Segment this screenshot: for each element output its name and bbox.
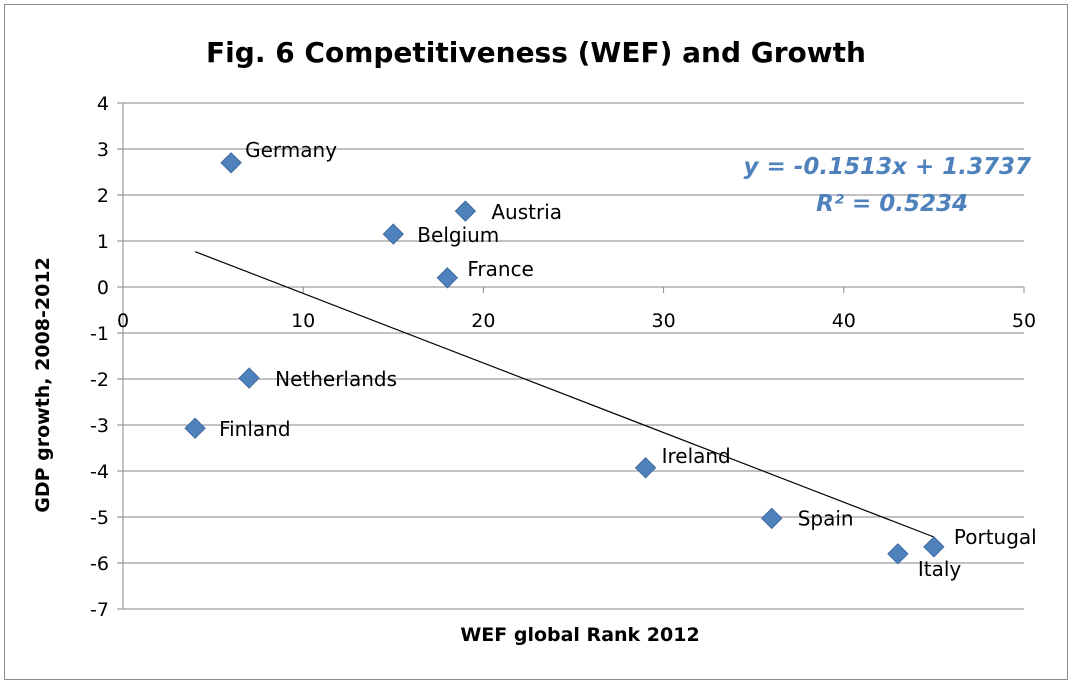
- gridlines: [117, 102, 1025, 610]
- point-label-spain: Spain: [798, 506, 854, 530]
- point-label-portugal: Portugal: [954, 525, 1037, 549]
- point-label-austria: Austria: [491, 200, 562, 224]
- point-label-germany: Germany: [245, 138, 337, 162]
- data-point-france: [436, 267, 459, 289]
- y-tick-label-6: -2: [90, 369, 109, 391]
- chart-title: Fig. 6 Competitiveness (WEF) and Growth: [206, 36, 866, 69]
- point-label-netherlands: Netherlands: [275, 367, 397, 391]
- scatter-chart: Fig. 6 Competitiveness (WEF) and Growth …: [32, 36, 1037, 646]
- y-tick-label-1: 3: [97, 139, 109, 161]
- y-tick-label-3: 1: [97, 231, 109, 253]
- y-tick-label-4: 0: [97, 277, 109, 299]
- data-point-belgium: [382, 223, 405, 245]
- trendline-equation: y = -0.1513x + 1.3737: [744, 154, 1031, 180]
- x-tick-labels: 0 10 20 30 40 50: [117, 310, 1036, 332]
- point-label-ireland: Ireland: [662, 444, 731, 468]
- x-tick-label-0: 0: [117, 310, 129, 332]
- data-point-netherlands: [238, 367, 260, 389]
- y-axis-title: GDP growth, 2008-2012: [32, 257, 54, 513]
- data-point-austria: [454, 200, 477, 222]
- x-tick-label-5: 50: [1012, 310, 1036, 332]
- x-tick-label-3: 30: [652, 310, 676, 332]
- x-tick-label-1: 10: [291, 310, 315, 332]
- chart-frame: Fig. 6 Competitiveness (WEF) and Growth …: [4, 4, 1068, 680]
- x-tick-label-2: 20: [471, 310, 495, 332]
- y-tick-label-2: 2: [97, 185, 109, 207]
- point-label-belgium: Belgium: [417, 223, 499, 247]
- data-point-germany: [220, 152, 242, 174]
- y-tick-label-8: -4: [90, 461, 109, 483]
- y-tick-label-7: -3: [90, 415, 109, 437]
- y-tick-label-9: -5: [90, 507, 109, 529]
- y-tick-label-5: -1: [90, 323, 109, 345]
- trendline: [194, 251, 935, 538]
- point-label-finland: Finland: [219, 417, 290, 441]
- trendline-r-squared: R² = 0.5234: [816, 191, 968, 217]
- data-point-ireland: [634, 457, 657, 479]
- point-label-italy: Italy: [918, 557, 962, 581]
- y-tick-label-11: -7: [90, 599, 109, 621]
- x-tick-label-4: 40: [832, 310, 856, 332]
- data-point-italy: [887, 543, 909, 565]
- data-point-portugal: [923, 536, 945, 558]
- point-label-france: France: [467, 257, 534, 281]
- y-tick-labels: 4 3 2 1 0 -1 -2 -3 -4 -5 -6 -7: [90, 93, 109, 621]
- data-points: [184, 152, 945, 565]
- data-point-spain: [761, 507, 783, 530]
- data-point-finland: [184, 417, 206, 439]
- y-tick-label-0: 4: [97, 93, 109, 115]
- y-tick-label-10: -6: [90, 553, 109, 575]
- x-axis-title: WEF global Rank 2012: [460, 624, 699, 646]
